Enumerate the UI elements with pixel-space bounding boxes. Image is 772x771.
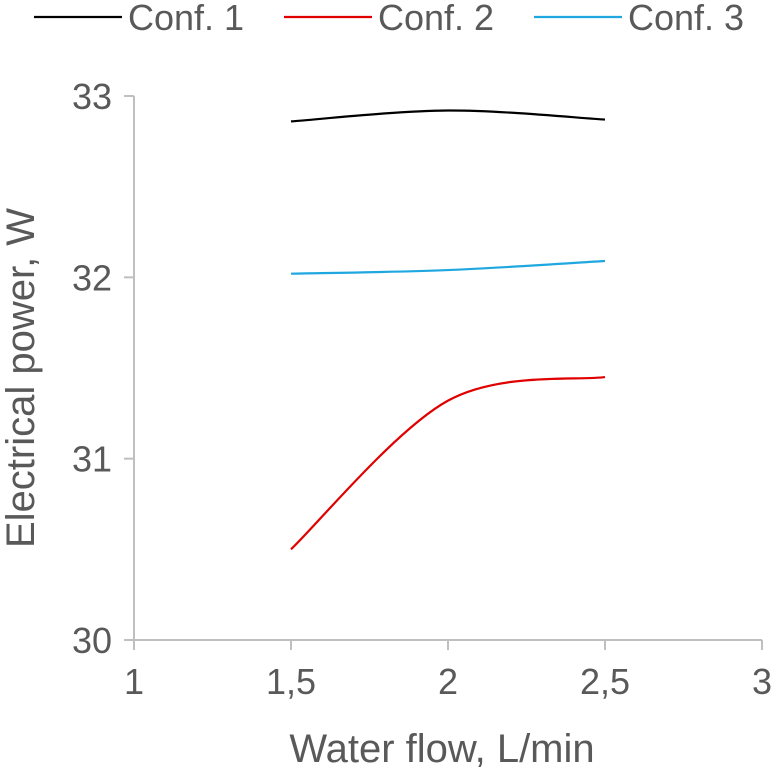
- axes: [133, 96, 762, 641]
- y-axis-title: Electrical power, W: [0, 208, 43, 548]
- x-tick-label: 2: [438, 661, 458, 702]
- x-tick-label: 1: [124, 661, 144, 702]
- y-tick-label: 30: [72, 620, 112, 661]
- legend: Conf. 1 Conf. 2 Conf. 3: [34, 0, 744, 38]
- series-lines: [290, 109, 606, 551]
- series-line-1: [290, 109, 606, 123]
- series-line-3: [290, 259, 606, 275]
- series-line-2: [290, 375, 606, 551]
- legend-label-1: Conf. 1: [128, 0, 244, 38]
- y-tick-label: 31: [72, 439, 112, 480]
- x-ticks: 1 1,5 2 2,5 3: [124, 640, 772, 702]
- x-tick-label: 3: [752, 661, 772, 702]
- legend-label-3: Conf. 3: [628, 0, 744, 38]
- x-tick-label: 2,5: [580, 661, 630, 702]
- y-tick-label: 33: [72, 76, 112, 117]
- y-tick-label: 32: [72, 257, 112, 298]
- y-ticks: 30 31 32 33: [72, 76, 134, 661]
- legend-label-2: Conf. 2: [378, 0, 494, 38]
- x-tick-label: 1,5: [266, 661, 316, 702]
- x-axis-title: Water flow, L/min: [289, 727, 594, 771]
